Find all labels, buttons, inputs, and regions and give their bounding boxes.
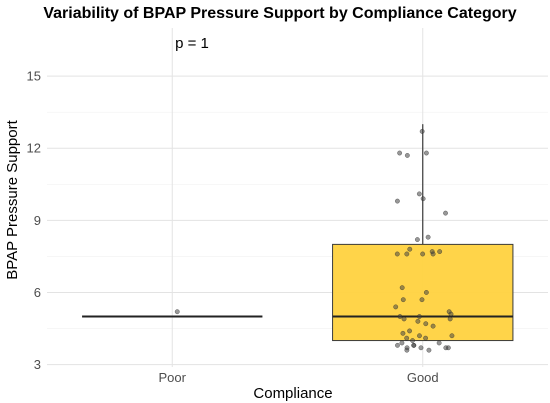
data-point [419, 297, 425, 303]
data-point [397, 150, 403, 156]
p-value-annotation: p = 1 [175, 35, 209, 52]
data-point [443, 345, 449, 351]
data-point [447, 316, 453, 322]
box-good [332, 124, 514, 342]
data-point [416, 191, 422, 197]
data-point [449, 333, 455, 339]
data-point [420, 251, 426, 257]
data-point [423, 290, 429, 295]
axis-ticks: 3 6 9 12 15 Poor Good [27, 69, 439, 385]
data-point [400, 330, 406, 336]
y-axis-title: BPAP Pressure Support [4, 119, 21, 279]
data-point [407, 246, 413, 252]
data-point [404, 347, 410, 353]
x-tick-label: Poor [159, 370, 187, 385]
data-point [174, 309, 180, 315]
data-point [426, 347, 432, 353]
chart-title: Variability of BPAP Pressure Support by … [43, 5, 516, 22]
data-point [448, 311, 454, 317]
data-point [394, 251, 400, 257]
y-tick-label: 9 [34, 213, 41, 228]
y-tick-label: 3 [34, 357, 41, 372]
data-point [416, 314, 422, 319]
y-tick-label: 15 [27, 69, 41, 84]
data-point [430, 251, 436, 257]
data-point [419, 128, 425, 134]
data-point [425, 234, 431, 240]
data-point [411, 342, 417, 348]
data-point [443, 210, 448, 216]
x-axis-title: Compliance [253, 385, 332, 402]
data-point [420, 196, 426, 202]
data-point [404, 251, 410, 257]
data-point [404, 152, 410, 158]
data-point [414, 237, 420, 243]
data-point [417, 333, 422, 339]
data-point [399, 340, 405, 346]
data-point [423, 321, 429, 327]
data-point [436, 340, 442, 346]
data-point [423, 150, 429, 156]
y-tick-label: 12 [27, 141, 41, 156]
data-point [399, 285, 405, 291]
x-tick-label: Good [407, 370, 439, 385]
data-point [410, 338, 416, 344]
data-point [400, 297, 406, 303]
data-point [397, 314, 403, 319]
data-point [395, 342, 400, 348]
boxes [82, 124, 514, 342]
data-point [418, 345, 424, 351]
data-point [394, 198, 400, 204]
data-point [437, 249, 443, 255]
data-point [415, 318, 421, 324]
box-iqr [332, 243, 514, 342]
y-tick-label: 6 [34, 285, 41, 300]
data-point [393, 304, 399, 310]
data-point [407, 328, 413, 334]
data-point [430, 323, 436, 329]
data-point [404, 335, 410, 341]
data-point [423, 335, 429, 341]
data-point [401, 316, 407, 322]
points [174, 128, 455, 353]
grid [47, 28, 548, 367]
